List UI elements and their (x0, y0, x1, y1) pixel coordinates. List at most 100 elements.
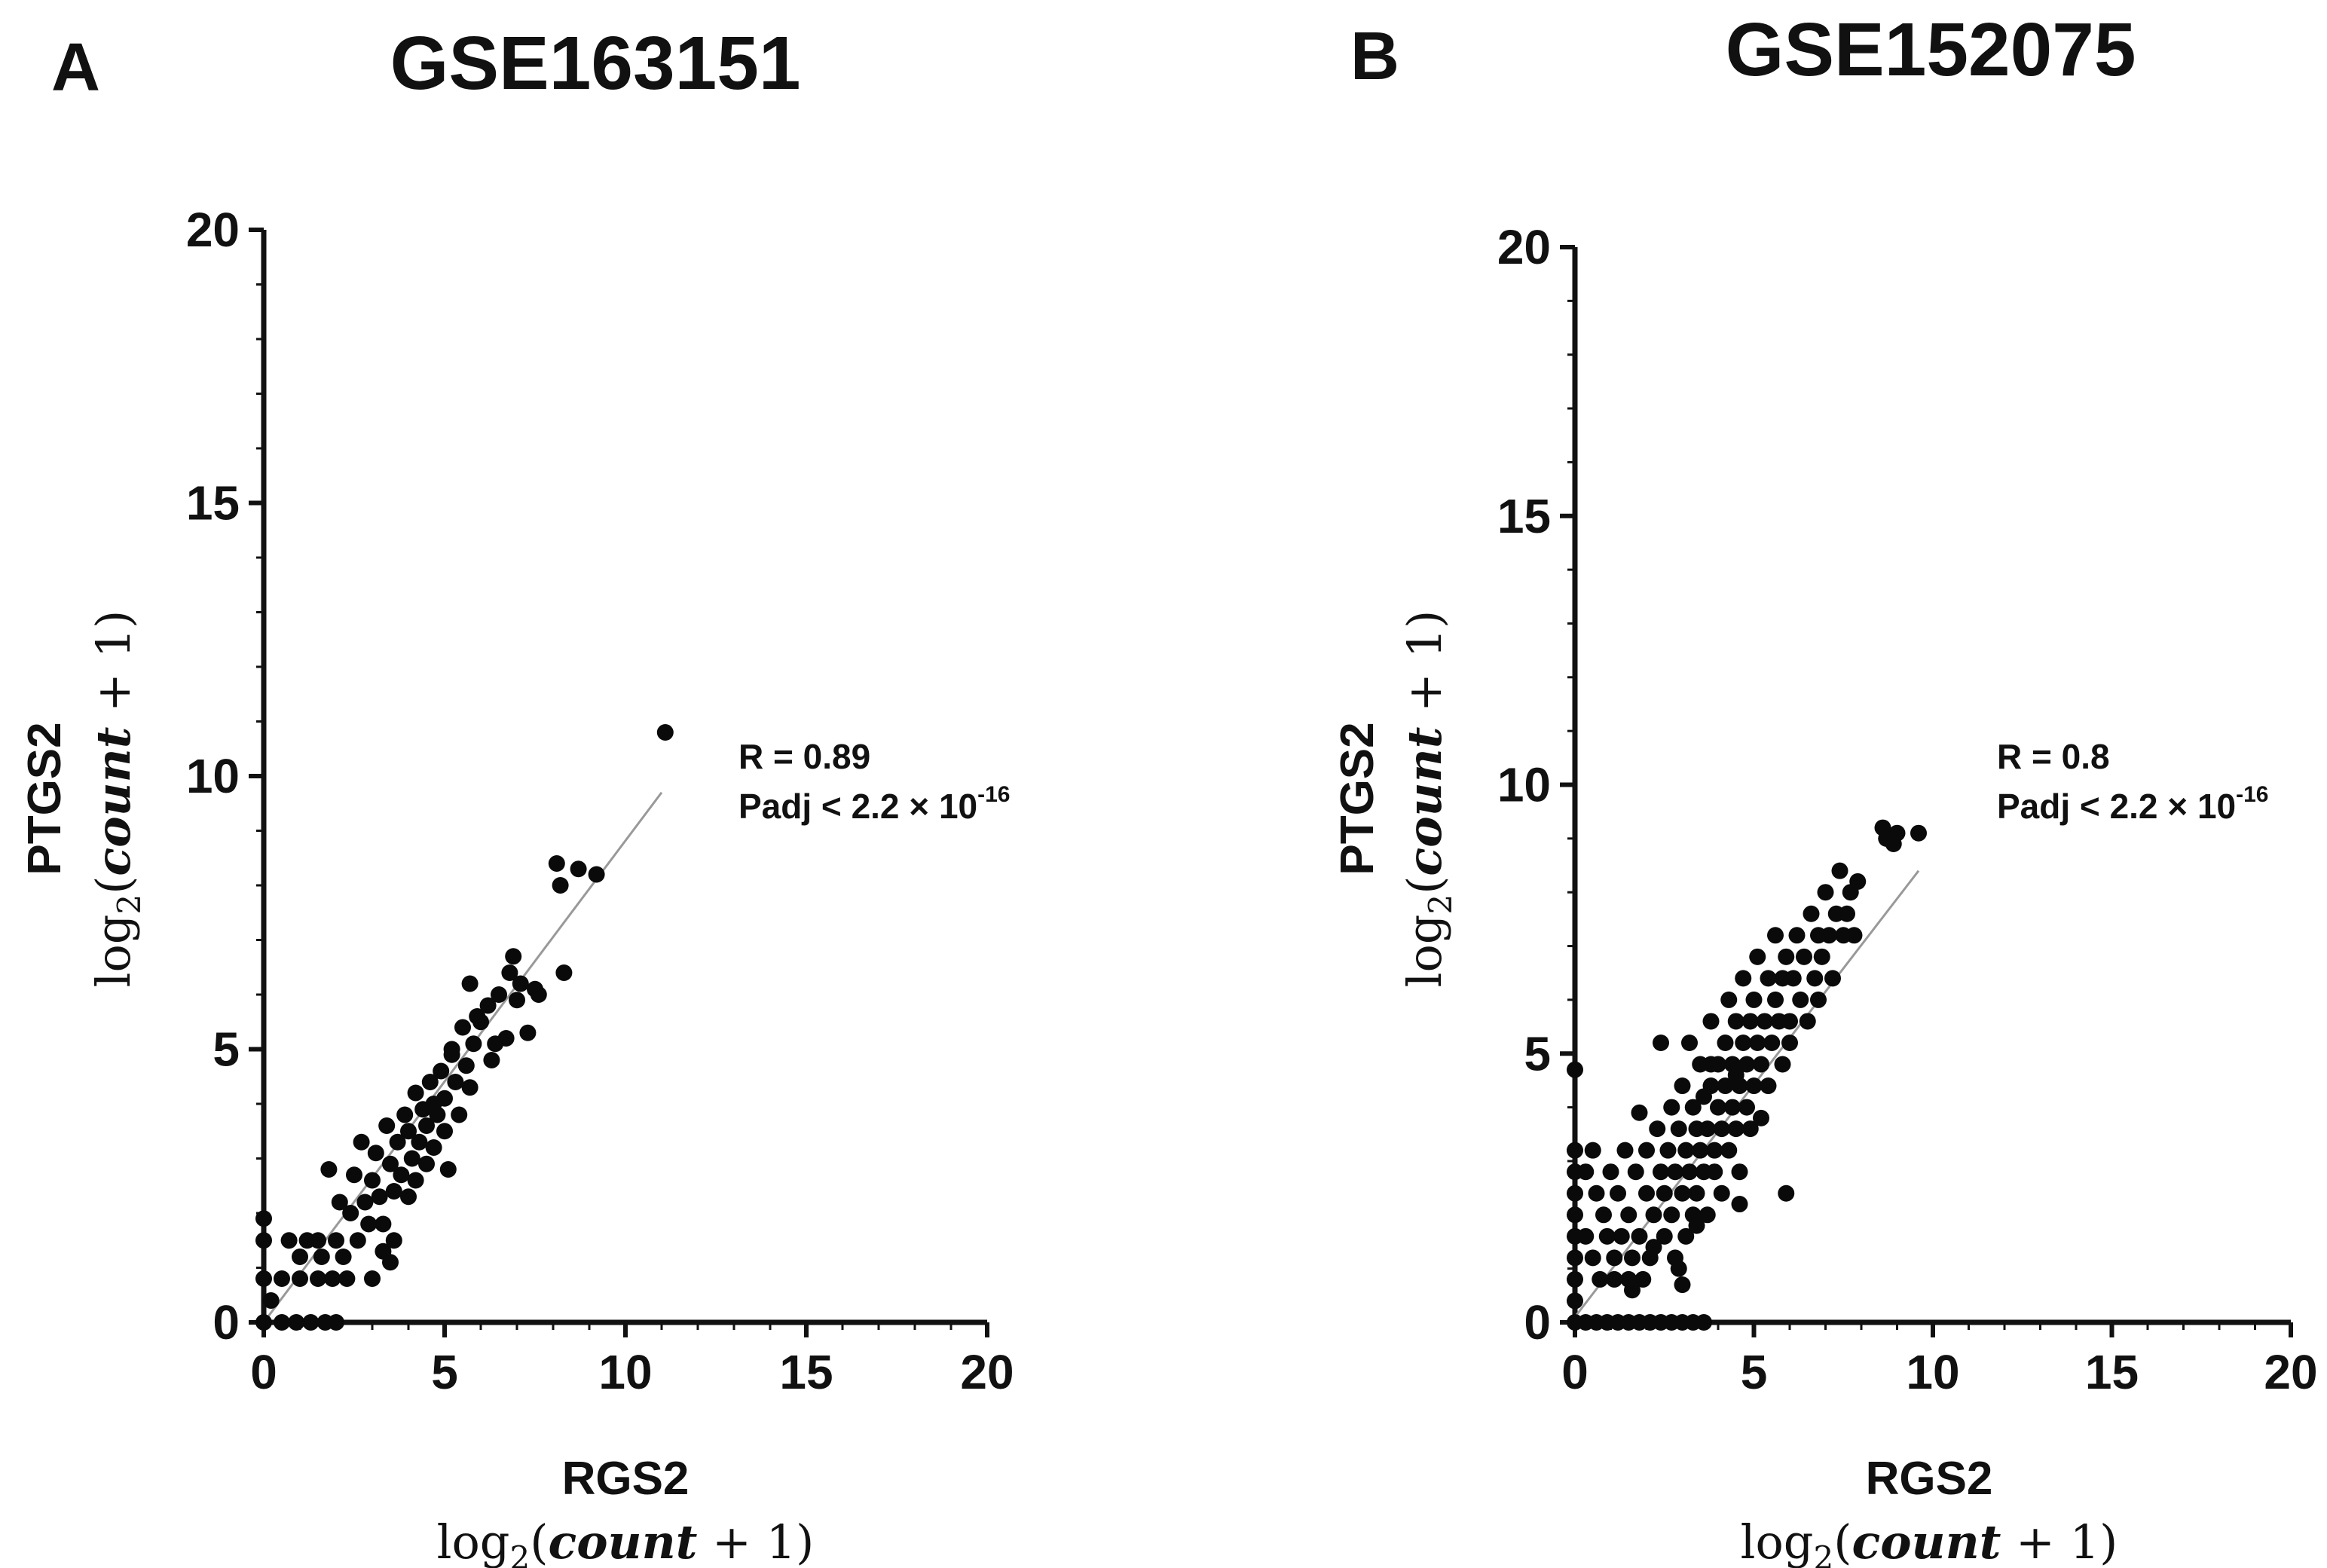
data-point (1656, 1227, 1673, 1245)
data-point (1613, 1227, 1630, 1245)
data-point (1610, 1184, 1626, 1202)
x-tick-label: 0 (1561, 1345, 1589, 1399)
data-point (1792, 991, 1809, 1008)
data-point (1606, 1270, 1623, 1288)
data-point (1781, 1013, 1798, 1030)
data-point (439, 1161, 457, 1178)
data-point (1717, 1077, 1734, 1095)
data-point (570, 860, 587, 878)
data-point (530, 986, 547, 1003)
unit-count: count (1397, 726, 1452, 876)
data-point (1738, 1056, 1755, 1073)
data-point (274, 1314, 290, 1331)
unit-plus-one: + 1) (697, 1515, 814, 1568)
panel-letter: B (1350, 19, 1399, 94)
data-point (1717, 1034, 1734, 1051)
x-axis-title: RGS2 (1866, 1453, 1993, 1505)
data-point (1849, 873, 1867, 890)
x-tick-label: 15 (2085, 1345, 2139, 1399)
data-point (1706, 1142, 1723, 1159)
data-point (255, 1314, 272, 1331)
data-point (1681, 1163, 1698, 1181)
data-point (1839, 905, 1855, 922)
data-point (364, 1270, 381, 1287)
unit-subscript: 2 (111, 894, 148, 915)
data-point (1684, 1099, 1702, 1116)
y-tick-label: 10 (1497, 758, 1551, 812)
data-point (1616, 1142, 1634, 1159)
data-point (1806, 970, 1824, 987)
padj-label: Padj < 2.2 × 10-16 (738, 782, 1010, 826)
data-point (1760, 970, 1777, 987)
data-point (353, 1133, 370, 1151)
unit-paren: ( (86, 876, 141, 894)
data-point (1699, 1206, 1716, 1224)
unit-count: count (1852, 1515, 2001, 1568)
data-point (1670, 1260, 1687, 1277)
data-point (1731, 1163, 1748, 1181)
data-point (407, 1084, 424, 1102)
data-point (1874, 819, 1891, 836)
data-point (479, 997, 497, 1014)
data-point (328, 1232, 344, 1249)
data-point (1631, 1104, 1648, 1121)
data-point (1567, 1206, 1583, 1224)
x-tick-label: 10 (598, 1345, 652, 1399)
data-point (255, 1270, 272, 1287)
unit-log: log (1397, 914, 1452, 987)
data-point (1692, 1142, 1709, 1159)
data-point (393, 1166, 410, 1184)
data-point (1584, 1249, 1601, 1267)
data-point (1713, 1120, 1730, 1138)
padj-base: Padj < 2.2 × 10 (1997, 787, 2236, 826)
unit-count: count (548, 1515, 697, 1568)
data-point (403, 1150, 420, 1167)
data-point (1696, 1314, 1712, 1331)
y-axis-unit: log2(count + 1) (86, 610, 148, 988)
correlation-label: R = 0.8 (1997, 737, 2110, 776)
data-point (1778, 948, 1795, 965)
padj-exponent: -16 (977, 782, 1010, 807)
data-point (1677, 1227, 1695, 1245)
data-point (457, 1057, 475, 1074)
unit-log: log (1741, 1515, 1814, 1568)
data-point (501, 964, 518, 981)
x-tick-label: 10 (1906, 1345, 1959, 1399)
data-point (342, 1205, 359, 1221)
x-tick-label: 20 (960, 1345, 1014, 1399)
unit-paren: ( (530, 1515, 548, 1568)
data-point (418, 1117, 435, 1134)
data-point (1706, 1163, 1723, 1181)
data-point (400, 1123, 417, 1140)
data-point (1595, 1206, 1612, 1224)
data-point (465, 1035, 482, 1053)
data-point (1741, 1120, 1759, 1138)
y-axis-title: PTGS2 (19, 722, 71, 875)
data-point (385, 1232, 402, 1249)
unit-subscript: 2 (1422, 894, 1459, 915)
data-point (1653, 1034, 1669, 1051)
data-point (1749, 948, 1766, 965)
data-point (1624, 1282, 1641, 1299)
data-point (1670, 1120, 1687, 1138)
data-point (255, 1210, 272, 1227)
data-point (274, 1270, 290, 1287)
data-point (1702, 1056, 1720, 1073)
data-point (382, 1155, 399, 1172)
data-point (461, 975, 479, 992)
data-point (1767, 991, 1784, 1008)
data-point (1821, 927, 1838, 944)
y-tick-label: 5 (213, 1022, 240, 1077)
data-point (310, 1232, 326, 1249)
data-point (1631, 1227, 1648, 1245)
data-point (433, 1062, 450, 1080)
x-tick-label: 15 (779, 1345, 833, 1399)
data-point (1649, 1120, 1666, 1138)
y-tick-label: 0 (213, 1295, 240, 1349)
unit-log: log (437, 1515, 510, 1568)
data-point (331, 1194, 348, 1211)
data-point (1810, 991, 1827, 1008)
data-point (1784, 970, 1802, 987)
unit-subscript: 2 (510, 1539, 531, 1568)
